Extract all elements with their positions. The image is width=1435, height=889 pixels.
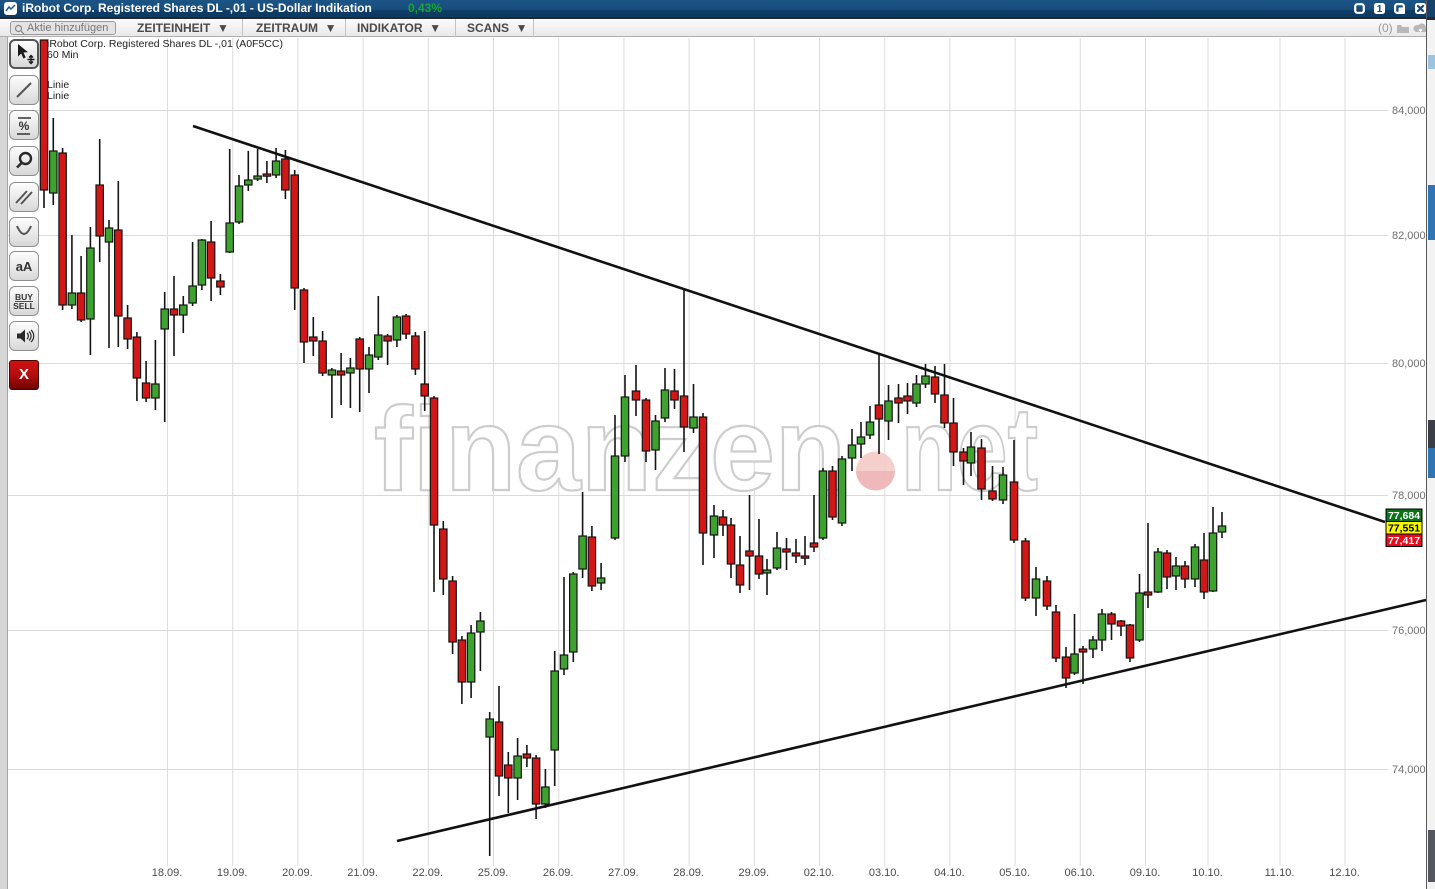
svg-text:03.10.: 03.10. bbox=[869, 867, 900, 879]
svg-text:BUY: BUY bbox=[15, 292, 33, 302]
svg-text:76,000: 76,000 bbox=[1392, 625, 1426, 637]
svg-text:Linie: Linie bbox=[47, 90, 69, 102]
svg-text:06.10.: 06.10. bbox=[1065, 867, 1096, 879]
svg-text:60 Min: 60 Min bbox=[47, 49, 79, 61]
svg-text:77,684: 77,684 bbox=[1388, 510, 1420, 522]
svg-text:iRobot Corp. Registered Shares: iRobot Corp. Registered Shares DL -,01 (… bbox=[47, 38, 283, 50]
svg-text:77,551: 77,551 bbox=[1388, 523, 1420, 535]
svg-text:%: % bbox=[19, 119, 30, 133]
svg-text:19.09.: 19.09. bbox=[217, 867, 248, 879]
svg-text:21.09.: 21.09. bbox=[347, 867, 378, 879]
svg-text:1: 1 bbox=[1376, 4, 1382, 14]
svg-text:18.09.: 18.09. bbox=[152, 867, 183, 879]
svg-text:02.10.: 02.10. bbox=[804, 867, 835, 879]
svg-text:aA: aA bbox=[16, 259, 33, 274]
svg-text:74,000: 74,000 bbox=[1392, 764, 1426, 776]
svg-text:11.10.: 11.10. bbox=[1265, 867, 1295, 879]
svg-text:05.10.: 05.10. bbox=[999, 867, 1030, 879]
svg-text:29.09.: 29.09. bbox=[739, 867, 770, 879]
svg-text:25.09.: 25.09. bbox=[478, 867, 509, 879]
svg-text:82,000: 82,000 bbox=[1392, 230, 1426, 242]
svg-text:78,000: 78,000 bbox=[1392, 490, 1426, 502]
svg-text:27.09.: 27.09. bbox=[608, 867, 639, 879]
svg-text:22.09.: 22.09. bbox=[413, 867, 444, 879]
svg-text:Linie: Linie bbox=[47, 79, 69, 91]
svg-text:26.09.: 26.09. bbox=[543, 867, 574, 879]
svg-text:09.10.: 09.10. bbox=[1130, 867, 1161, 879]
svg-text:77,417: 77,417 bbox=[1388, 535, 1420, 547]
svg-text:84,000: 84,000 bbox=[1392, 105, 1426, 117]
svg-text:28.09.: 28.09. bbox=[673, 867, 704, 879]
svg-text:12.10.: 12.10. bbox=[1329, 867, 1360, 879]
svg-text:20.09.: 20.09. bbox=[282, 867, 313, 879]
svg-text:SELL: SELL bbox=[13, 301, 35, 311]
svg-text:04.10.: 04.10. bbox=[934, 867, 965, 879]
svg-text:finanzen: finanzen bbox=[374, 383, 846, 516]
svg-text:10.10.: 10.10. bbox=[1192, 867, 1223, 879]
svg-text:80,000: 80,000 bbox=[1392, 358, 1426, 370]
